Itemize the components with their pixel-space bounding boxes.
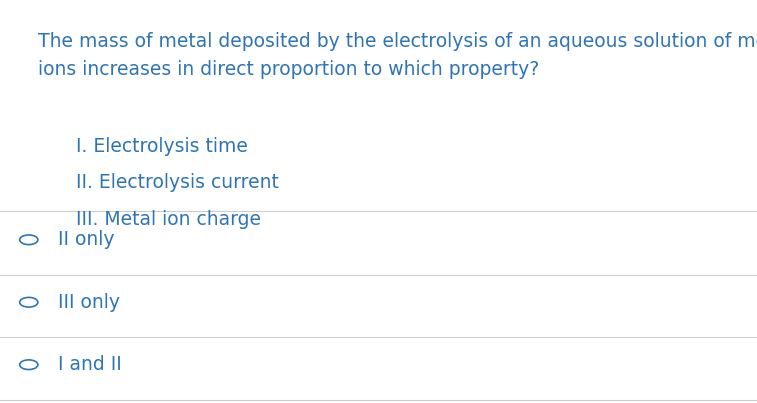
Text: The mass of metal deposited by the electrolysis of an aqueous solution of metal
: The mass of metal deposited by the elect… — [38, 32, 757, 79]
Text: I. Electrolysis time: I. Electrolysis time — [76, 137, 248, 156]
Text: II. Electrolysis current: II. Electrolysis current — [76, 173, 279, 192]
Text: II only: II only — [58, 230, 114, 249]
Text: III only: III only — [58, 293, 120, 312]
Text: III. Metal ion charge: III. Metal ion charge — [76, 210, 260, 229]
Text: I and II: I and II — [58, 355, 121, 374]
